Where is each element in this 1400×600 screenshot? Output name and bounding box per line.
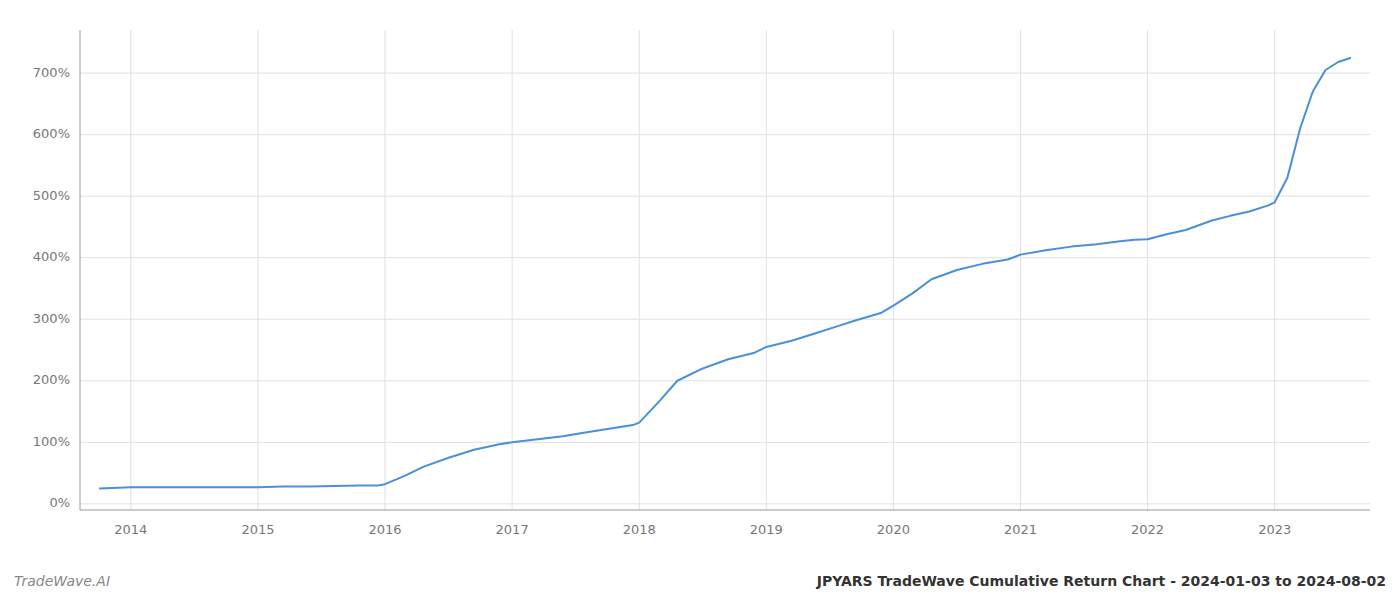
- x-grid-line: [1020, 30, 1021, 510]
- data-group: [99, 58, 1351, 489]
- y-grid-line: [80, 73, 1370, 74]
- x-grid-line: [512, 30, 513, 510]
- x-grid-line: [257, 30, 258, 510]
- x-grid-line: [639, 30, 640, 510]
- y-tick-label: 700%: [33, 65, 70, 80]
- y-grid-line: [80, 319, 1370, 320]
- y-tick-label: 200%: [33, 372, 70, 387]
- y-grid-line: [80, 257, 1370, 258]
- data-line: [99, 58, 1351, 489]
- x-tick-label: 2018: [623, 522, 656, 537]
- y-grid-line: [80, 442, 1370, 443]
- y-grid-line: [80, 503, 1370, 504]
- x-grid-line: [1274, 30, 1275, 510]
- y-tick-label: 600%: [33, 126, 70, 141]
- y-tick-label: 400%: [33, 249, 70, 264]
- title: JPYARS TradeWave Cumulative Return Chart…: [816, 573, 1386, 589]
- y-tick-label: 100%: [33, 434, 70, 449]
- y-tick-label: 0%: [49, 495, 70, 510]
- x-tick-label: 2019: [750, 522, 783, 537]
- x-grid-line: [1147, 30, 1148, 510]
- y-tick-label: 500%: [33, 188, 70, 203]
- x-tick-label: 2014: [114, 522, 147, 537]
- x-tick-label: 2023: [1258, 522, 1291, 537]
- x-tick-label: 2017: [496, 522, 529, 537]
- y-axis-line: [80, 30, 81, 510]
- y-tick-label: 300%: [33, 311, 70, 326]
- background: [0, 0, 1400, 600]
- x-grid-line: [766, 30, 767, 510]
- x-axis-line: [80, 510, 1370, 511]
- x-grid-line: [130, 30, 131, 510]
- tick-labels: 0% 100% 200% 300% 400% 500% 600% 700% 2014 2015 20…: [33, 65, 1291, 537]
- x-tick-label: 2016: [368, 522, 401, 537]
- x-tick-label: 2021: [1004, 522, 1037, 537]
- x-tick-label: 2020: [877, 522, 910, 537]
- x-grid-line: [893, 30, 894, 510]
- y-grid-line: [80, 134, 1370, 135]
- y-grid-line: [80, 196, 1370, 197]
- y-grid-line: [80, 380, 1370, 381]
- x-grid-line: [385, 30, 386, 510]
- x-tick-label: 2015: [241, 522, 274, 537]
- grid: [80, 30, 1370, 510]
- watermark: TradeWave.AI: [14, 573, 110, 589]
- chart: 0% 100% 200% 300% 400% 500% 600% 700% 2014 2015 20…: [0, 0, 1400, 600]
- x-tick-label: 2022: [1131, 522, 1164, 537]
